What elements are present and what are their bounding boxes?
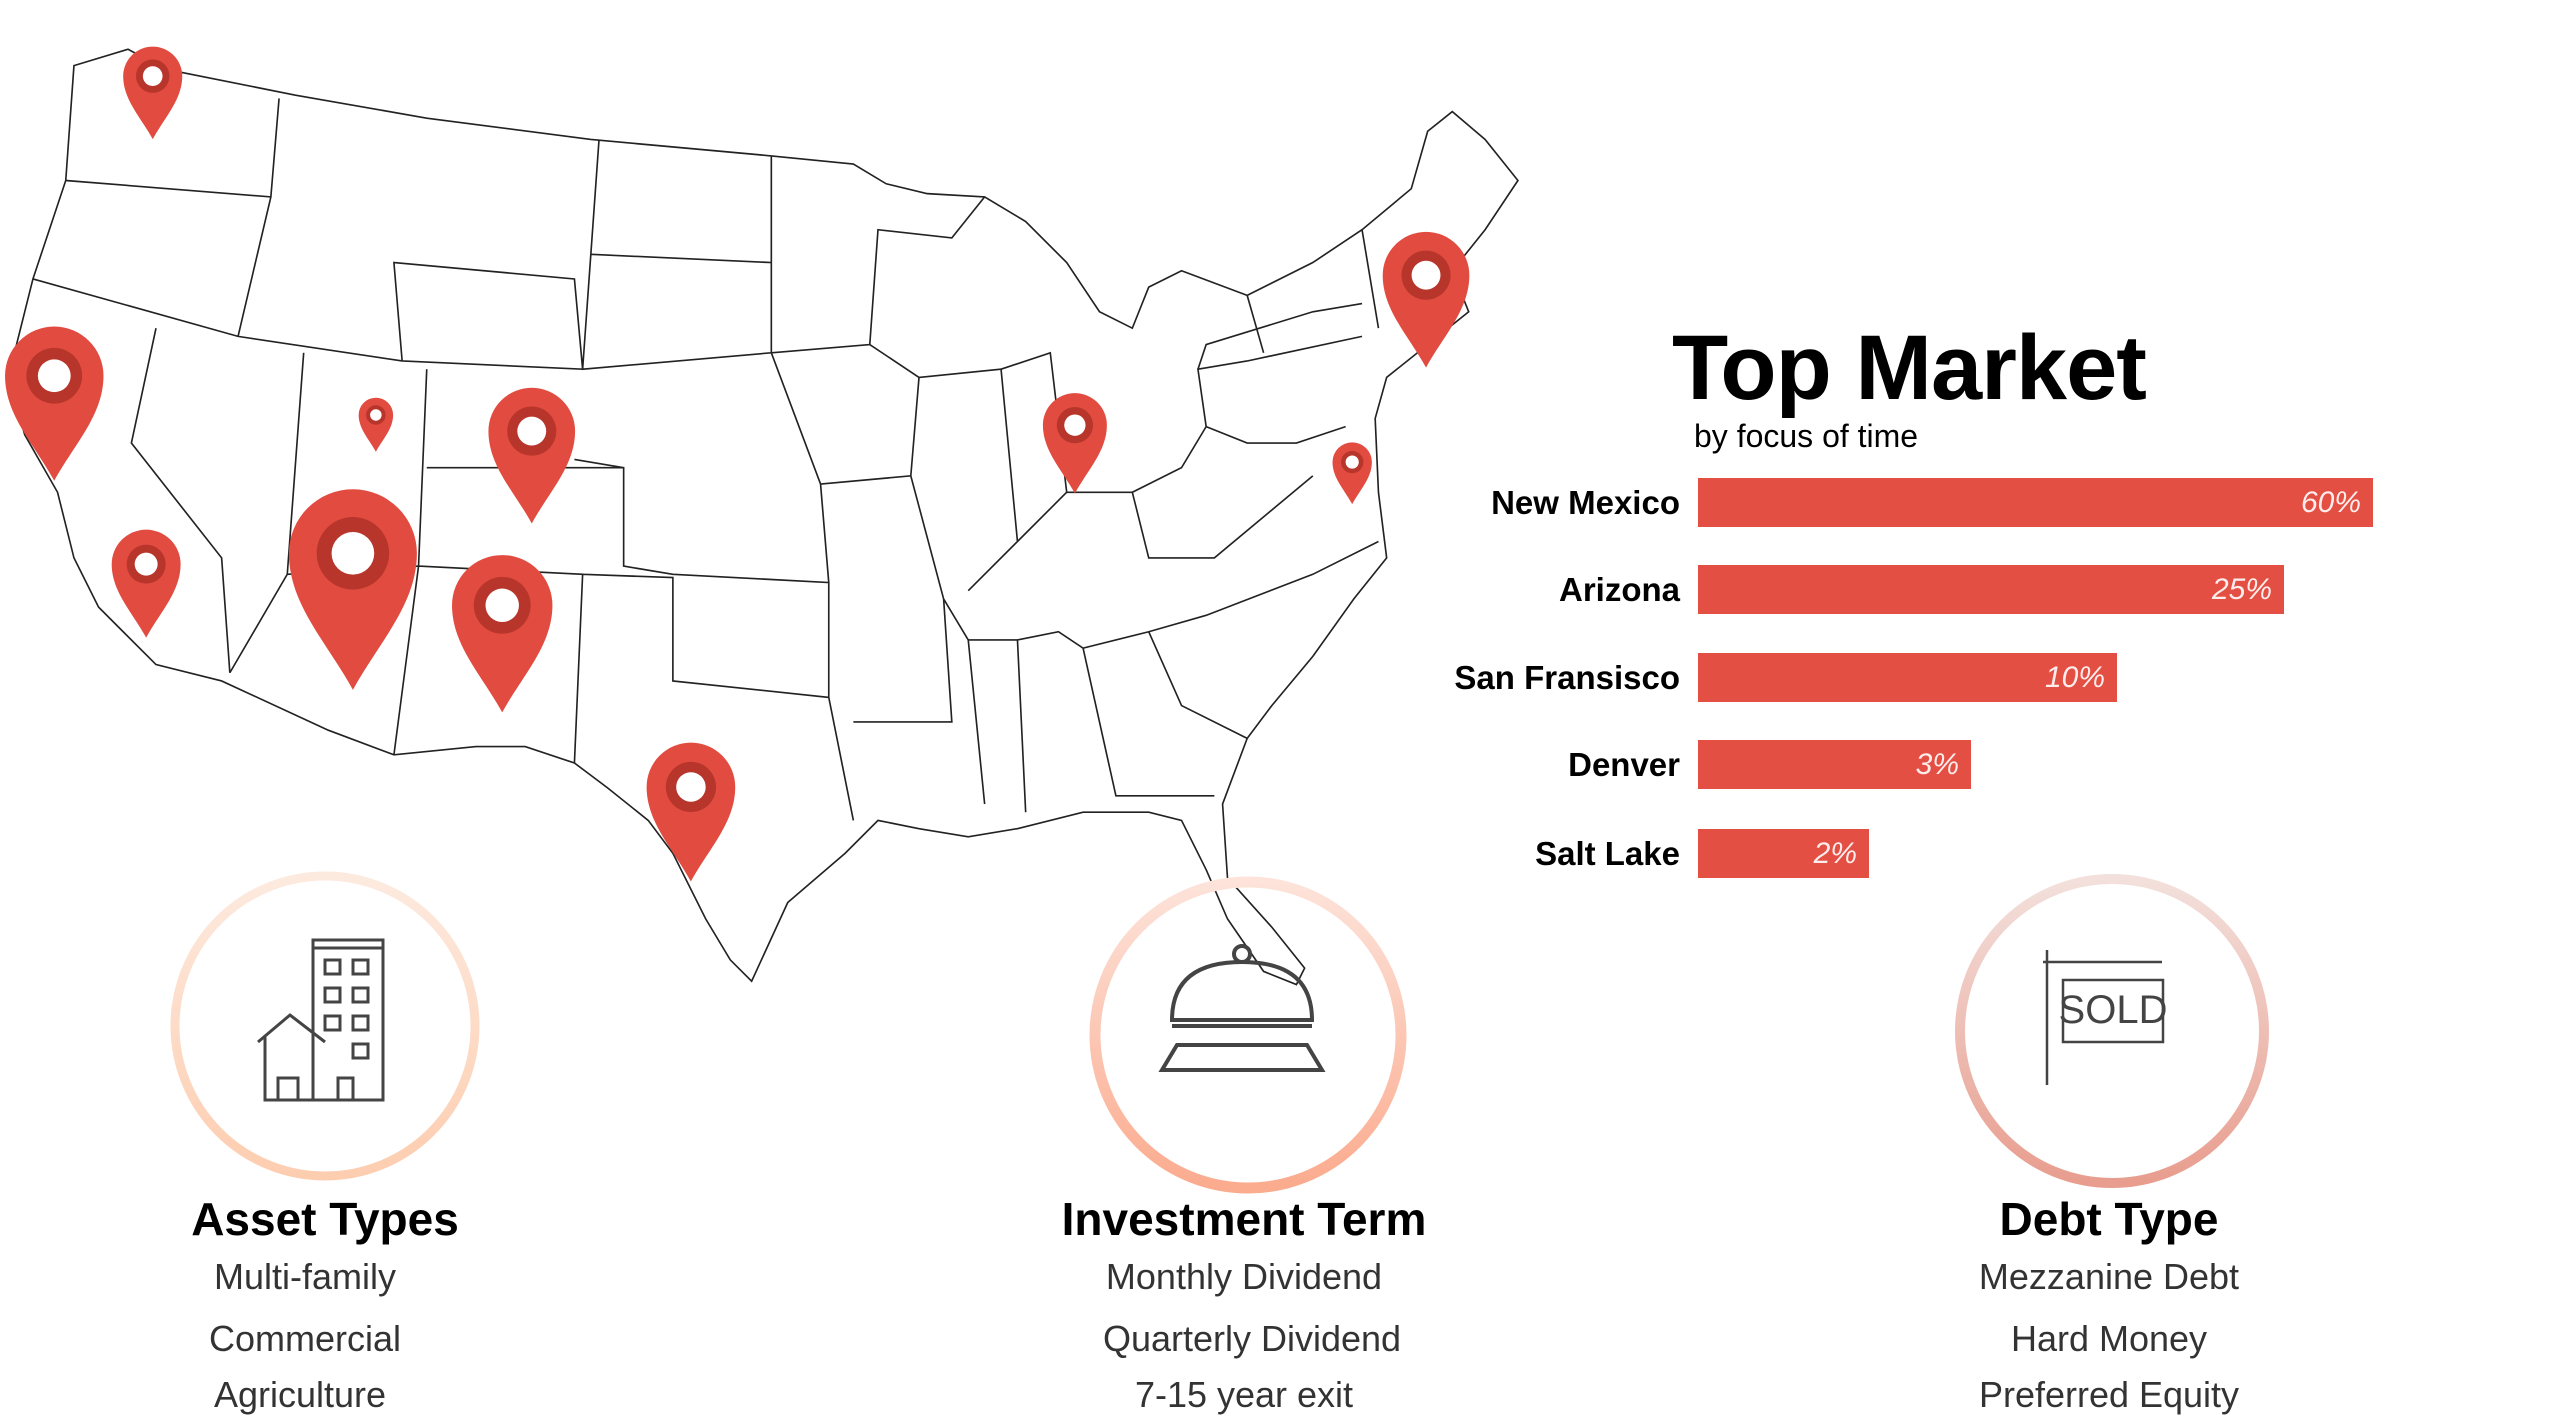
map-pin-icon[interactable] (1042, 393, 1107, 494)
map-pin-icon[interactable] (1382, 231, 1470, 368)
bar: 10% (1698, 653, 2117, 702)
card-item: Agriculture (213, 1374, 387, 1415)
map-pin-icon[interactable] (1332, 442, 1372, 505)
card-asset-types: Asset Types Multi-family Commercial Agri… (25, 0, 625, 1421)
bar-label: New Mexico (1491, 484, 1680, 521)
us-outline (7, 48, 1519, 986)
sold-sign-text: SOLD (2059, 988, 2168, 1032)
bar-label: San Fransisco (1454, 659, 1680, 696)
bar-label: Salt Lake (1535, 835, 1680, 872)
map-pin-icon[interactable] (288, 489, 417, 690)
bar-value-label: 2% (1813, 837, 1857, 870)
bar-label: Denver (1568, 746, 1680, 783)
chart-subtitle: by focus of time (1694, 418, 1919, 454)
card-item: 7-15 year exit (1134, 1374, 1354, 1415)
map-pin-icon[interactable] (452, 555, 553, 713)
card-investment-term: Investment Term Monthly Dividend Quarter… (944, 0, 1544, 1421)
card-item: Monthly Dividend (1105, 1256, 1383, 1297)
card-item: Hard Money (2010, 1318, 2208, 1359)
map-pin-icon[interactable] (646, 742, 736, 882)
map-pin-icon[interactable] (111, 529, 181, 638)
card-item: Quarterly Dividend (1102, 1318, 1402, 1359)
map-pin-icon[interactable] (123, 46, 183, 140)
card-title: Asset Types (191, 1193, 459, 1245)
building-house-icon (257, 938, 385, 1102)
map-pins (5, 46, 1470, 882)
bar: 2% (1698, 829, 1869, 878)
card-item: Multi-family (213, 1256, 396, 1297)
card-item: Mezzanine Debt (1978, 1256, 2240, 1297)
bar-value-label: 3% (1915, 748, 1959, 781)
chart-title: Top Market (1672, 317, 2147, 419)
bar-value-label: 10% (2044, 661, 2105, 694)
map-pin-icon[interactable] (488, 387, 576, 524)
ring-debt-type (1955, 874, 2269, 1188)
bar-label: Arizona (1558, 571, 1680, 608)
card-title: Debt Type (1999, 1193, 2219, 1245)
card-item: Commercial (208, 1318, 402, 1359)
card-item: Preferred Equity (1978, 1374, 2240, 1415)
service-bell-icon (1158, 944, 1326, 1072)
bar: 60% (1698, 478, 2373, 527)
map-pin-icon[interactable] (5, 326, 104, 481)
ring-investment-term (1089, 876, 1407, 1194)
card-title: Investment Term (1061, 1193, 1427, 1245)
bar: 25% (1698, 565, 2284, 614)
bar-value-label: 60% (2300, 486, 2361, 519)
bar-value-label: 25% (2211, 573, 2272, 606)
sold-sign-icon: SOLD (2043, 950, 2168, 1085)
card-debt-type: SOLD Debt Type Mezzanine Debt Hard Money… (1809, 0, 2409, 1421)
ring-asset-types (170, 871, 480, 1181)
bar: 3% (1698, 740, 1971, 789)
map-pin-icon[interactable] (358, 397, 394, 452)
